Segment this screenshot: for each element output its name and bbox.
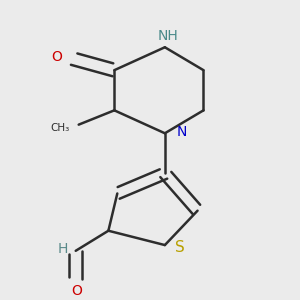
Text: O: O — [51, 50, 62, 64]
Text: NH: NH — [158, 29, 178, 43]
Text: S: S — [175, 240, 185, 255]
Text: O: O — [72, 284, 83, 298]
Text: N: N — [177, 125, 187, 139]
Text: H: H — [58, 242, 68, 256]
Text: CH₃: CH₃ — [50, 122, 70, 133]
